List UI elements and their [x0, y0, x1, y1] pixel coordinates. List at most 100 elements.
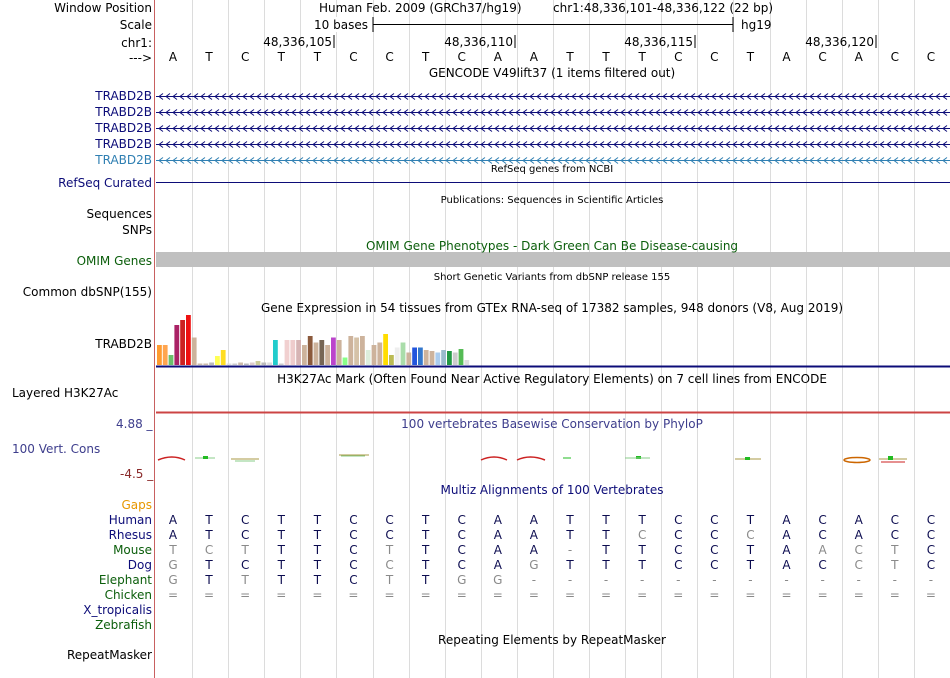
strand-arrow [655, 93, 661, 100]
strand-arrow [578, 93, 584, 100]
gencode-transcript-label[interactable]: TRABD2B [95, 121, 152, 135]
phylop-label[interactable]: 100 Vert. Cons [12, 442, 101, 456]
strand-arrow [732, 109, 738, 116]
strand-arrow [445, 93, 451, 100]
species-label[interactable]: X_tropicalis [83, 603, 152, 617]
alignment-base: T [313, 573, 322, 587]
strand-arrow [746, 141, 752, 148]
strand-arrow [501, 109, 507, 116]
strand-arrow [802, 109, 808, 116]
snps-label[interactable]: SNPs [122, 223, 152, 237]
gencode-transcript-label[interactable]: TRABD2B [95, 89, 152, 103]
strand-arrow [235, 141, 241, 148]
strand-arrow [361, 141, 367, 148]
strand-arrow [207, 141, 213, 148]
strand-arrow [921, 109, 927, 116]
strand-arrow [886, 93, 892, 100]
strand-arrow [508, 141, 514, 148]
gencode-transcript-label[interactable]: TRABD2B [95, 105, 152, 119]
alignment-base: = [709, 588, 720, 602]
strand-arrow [921, 125, 927, 132]
alignment-base: C [818, 558, 827, 572]
strand-arrow [620, 157, 626, 164]
gencode-transcript-label[interactable]: TRABD2B [95, 137, 152, 151]
strand-arrow [942, 93, 948, 100]
strand-arrow [466, 109, 472, 116]
refseq-curated-label[interactable]: RefSeq Curated [58, 176, 152, 190]
strand-arrow [487, 93, 493, 100]
strand-arrow [172, 109, 178, 116]
alignment-base: A [493, 513, 502, 527]
alignment-base: - [820, 573, 825, 587]
strand-arrow [613, 125, 619, 132]
species-label[interactable]: Elephant [98, 573, 152, 587]
alignment-base: A [529, 528, 539, 542]
strand-arrow [333, 141, 339, 148]
strand-arrow [522, 157, 528, 164]
strand-arrow [886, 109, 892, 116]
strand-arrow [417, 141, 423, 148]
omim-genes-label[interactable]: OMIM Genes [76, 254, 152, 268]
strand-arrow [354, 141, 360, 148]
strand-arrow [907, 141, 913, 148]
strand-arrow [515, 125, 521, 132]
strand-arrow [312, 109, 318, 116]
gaps-label[interactable]: Gaps [121, 498, 152, 512]
strand-arrow [508, 125, 514, 132]
gtex-gene-label[interactable]: TRABD2B [95, 337, 152, 351]
gtex-tissue-bar [191, 337, 197, 365]
strand-arrow [662, 141, 668, 148]
strand-arrow [851, 141, 857, 148]
species-label[interactable]: Chicken [104, 588, 152, 602]
strand-arrow [382, 93, 388, 100]
alignment-base: - [748, 573, 753, 587]
species-label[interactable]: Zebrafish [95, 618, 152, 632]
strand-arrow [249, 93, 255, 100]
alignment-base: C [674, 558, 683, 572]
species-label[interactable]: Mouse [113, 543, 152, 557]
strand-arrow [550, 125, 556, 132]
species-label[interactable]: Dog [127, 558, 152, 572]
strand-arrow [326, 141, 332, 148]
strand-arrow [872, 109, 878, 116]
strand-arrow [844, 141, 850, 148]
strand-arrow [529, 109, 535, 116]
sequences-label[interactable]: Sequences [86, 207, 152, 221]
strand-arrow [697, 109, 703, 116]
position-tick-label: 48,336,105 [263, 35, 332, 49]
alignment-base: T [277, 543, 285, 557]
strand-arrow [676, 141, 682, 148]
alignment-base: C [854, 543, 863, 557]
strand-arrow [298, 157, 304, 164]
strand-arrow [228, 157, 234, 164]
strand-arrow [858, 125, 864, 132]
strand-arrow [515, 93, 521, 100]
strand-arrow [515, 141, 521, 148]
gencode-transcript-label[interactable]: TRABD2B [95, 153, 152, 167]
strand-arrow [438, 141, 444, 148]
species-label[interactable]: Rhesus [108, 528, 152, 542]
strand-arrow [284, 125, 290, 132]
strand-arrow [200, 157, 206, 164]
common-dbsnp-label[interactable]: Common dbSNP(155) [22, 285, 152, 299]
layered-h3k27ac-label[interactable]: Layered H3K27Ac [12, 386, 119, 400]
strand-arrow [690, 125, 696, 132]
strand-arrow [186, 109, 192, 116]
alignment-base: - [856, 573, 861, 587]
alignment-base: T [313, 528, 322, 542]
reference-base: C [890, 50, 899, 64]
strand-arrow [410, 93, 416, 100]
reference-base: T [602, 50, 610, 64]
strand-arrow [837, 109, 843, 116]
repeatmasker-label[interactable]: RepeatMasker [66, 648, 152, 662]
strand-arrow [830, 109, 836, 116]
strand-arrow [382, 109, 388, 116]
strand-arrow [914, 157, 920, 164]
strand-arrow [389, 93, 395, 100]
gtex-tissue-bar [458, 349, 464, 365]
species-label[interactable]: Human [108, 513, 152, 527]
strand-arrow [564, 141, 570, 148]
window-position-label: Window Position [54, 1, 152, 15]
strand-arrow [340, 125, 346, 132]
